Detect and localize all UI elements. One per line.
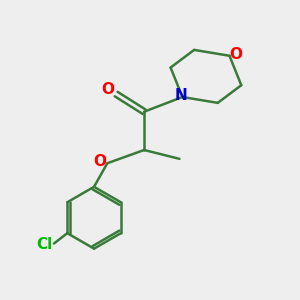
Text: N: N [175, 88, 187, 103]
Text: O: O [230, 47, 242, 62]
Text: Cl: Cl [37, 238, 53, 253]
Text: O: O [93, 154, 106, 169]
Text: O: O [101, 82, 114, 97]
